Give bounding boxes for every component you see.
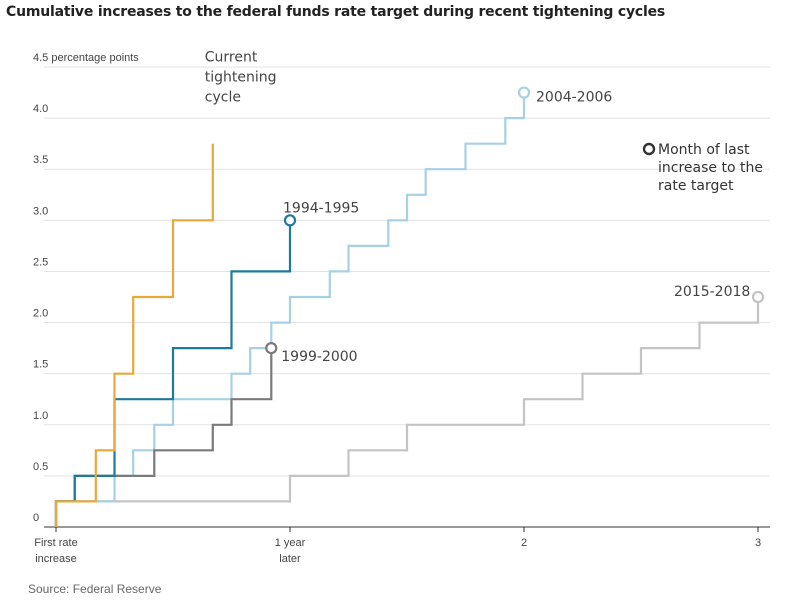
series-label: tightening — [205, 70, 277, 86]
series-line — [54, 297, 760, 527]
x-tick-label: increase — [35, 553, 77, 565]
series-label: 1999-2000 — [281, 349, 357, 365]
legend-marker — [642, 142, 656, 156]
y-tick-label: 3.5 — [33, 154, 48, 166]
x-tick-label: 3 — [755, 537, 761, 549]
y-unit-label: percentage points — [48, 52, 139, 64]
legend-text: increase to the — [658, 160, 763, 176]
y-tick-label: 2.0 — [33, 308, 48, 320]
series-line — [54, 143, 214, 527]
y-tick-label: 4.0 — [33, 103, 48, 115]
series-line — [54, 348, 273, 527]
y-tick-label: 1.0 — [33, 410, 48, 422]
series-end-marker — [283, 214, 297, 227]
series-end-marker — [751, 290, 765, 304]
y-axis: 0 0.5 1.0 1.5 2.0 2.5 3.0 3.5 4.0 4.5 percentage … — [33, 52, 139, 524]
x-tick-label: First rate — [34, 537, 77, 549]
x-tick-label: later — [279, 553, 301, 565]
y-tick-label: 0.5 — [33, 461, 48, 473]
chart-title: Cumulative increases to the federal fund… — [6, 4, 666, 20]
series-label: Current — [205, 50, 258, 66]
source-note: Source: Federal Reserve — [28, 582, 162, 596]
series-line — [54, 92, 526, 527]
x-tick-label: 2 — [521, 537, 527, 549]
legend-text: Month of last — [658, 142, 750, 158]
x-tick-label: 1 year — [275, 537, 306, 549]
y-tick-label: 0 — [33, 512, 39, 524]
series-group — [54, 86, 765, 527]
y-tick-label: 3.0 — [33, 205, 48, 217]
series-label: 2004-2006 — [536, 90, 612, 106]
series-label: 1994-1995 — [283, 200, 359, 216]
legend: Month of last increase to the rate target — [642, 142, 763, 194]
series-label: 2015-2018 — [674, 284, 750, 300]
legend-text: rate target — [658, 178, 734, 194]
y-tick-label: 1.5 — [33, 359, 48, 371]
series-labels: 2015-2018 2004-2006 1999-2000 1994-1995 Curr… — [205, 50, 751, 365]
y-tick-label: 2.5 — [33, 256, 48, 268]
y-tick-label: 4.5 percentage points — [33, 52, 139, 64]
x-axis: First rate increase 1 year later 2 3 — [34, 526, 770, 565]
series-end-marker — [265, 342, 278, 355]
series-end-marker — [517, 86, 531, 99]
series-label: cycle — [205, 90, 241, 106]
